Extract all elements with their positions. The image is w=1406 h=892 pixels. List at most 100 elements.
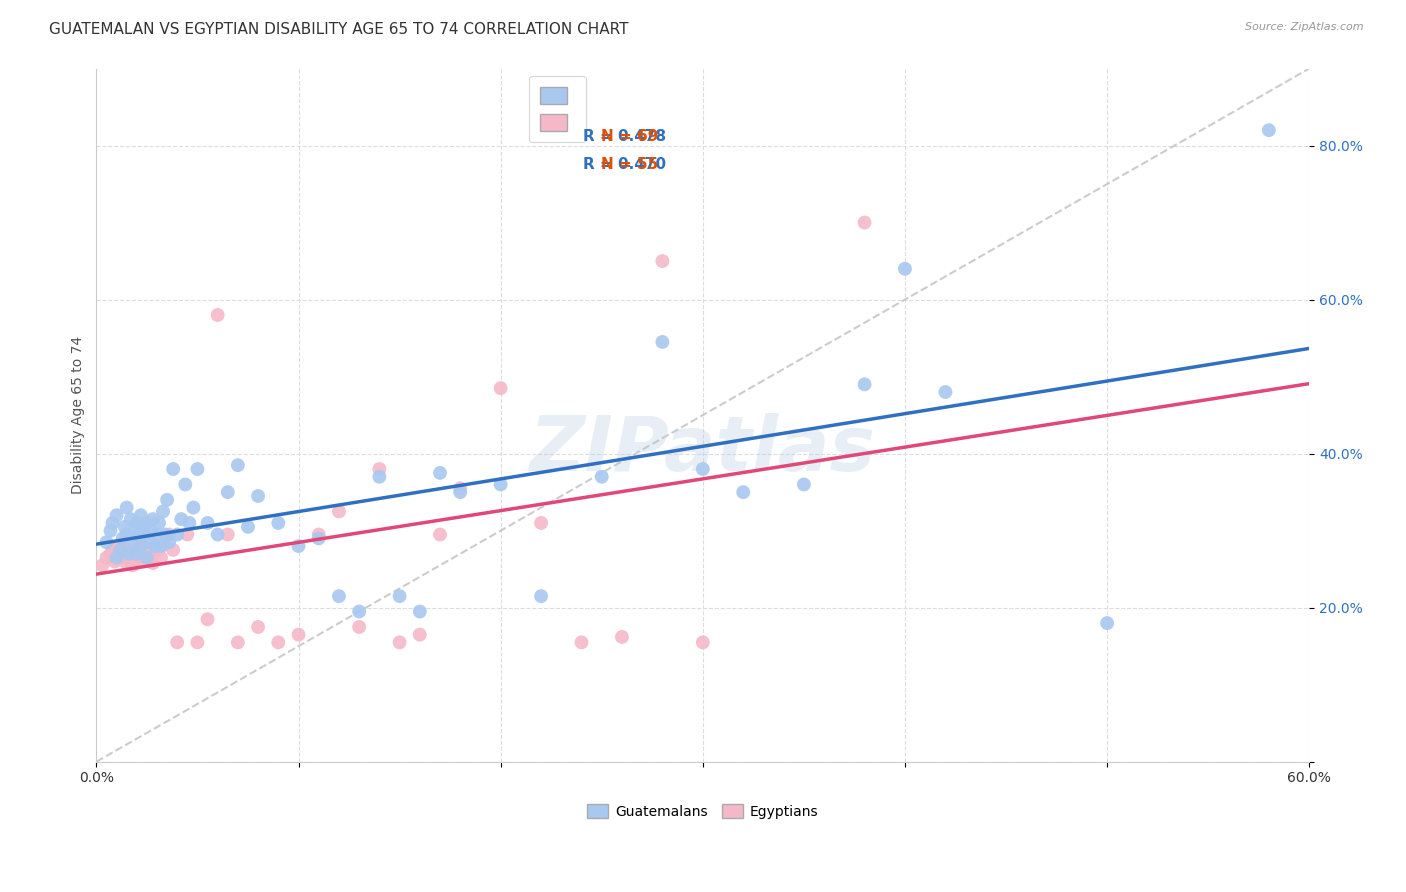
Point <box>934 384 956 399</box>
Y-axis label: Disability Age 65 to 74: Disability Age 65 to 74 <box>72 336 86 494</box>
Point <box>114 520 136 534</box>
Point <box>368 462 391 476</box>
Point <box>103 554 125 568</box>
Point <box>157 527 180 541</box>
Point <box>217 527 239 541</box>
Point <box>207 527 229 541</box>
Point <box>138 543 160 558</box>
Point <box>101 543 124 558</box>
Point <box>186 462 208 476</box>
Point <box>128 527 150 541</box>
Point <box>115 547 138 561</box>
Point <box>105 547 128 561</box>
Point <box>142 512 165 526</box>
Point <box>142 556 165 570</box>
Point <box>162 462 184 476</box>
Point <box>96 550 118 565</box>
Point <box>162 543 184 558</box>
Point <box>530 516 553 530</box>
Point <box>139 554 162 568</box>
Point <box>179 516 201 530</box>
Point <box>174 477 197 491</box>
Point <box>328 504 350 518</box>
Point <box>110 543 132 558</box>
Point <box>347 620 370 634</box>
Point <box>170 512 193 526</box>
Point <box>610 630 633 644</box>
Point <box>135 516 157 530</box>
Point <box>409 605 432 619</box>
Point <box>152 504 174 518</box>
Point <box>135 550 157 565</box>
Point <box>247 489 270 503</box>
Point <box>166 635 188 649</box>
Point <box>110 550 132 565</box>
Point <box>197 516 219 530</box>
Point <box>1257 123 1279 137</box>
Point <box>120 554 142 568</box>
Point <box>114 554 136 568</box>
Point <box>156 492 179 507</box>
Point <box>121 558 143 573</box>
Point <box>143 539 166 553</box>
Text: N = 69: N = 69 <box>602 129 658 144</box>
Point <box>118 547 141 561</box>
Point <box>105 550 128 565</box>
Point <box>138 535 160 549</box>
Point <box>121 535 143 549</box>
Point <box>449 481 471 495</box>
Point <box>409 627 432 641</box>
Point <box>101 516 124 530</box>
Point <box>692 462 714 476</box>
Point <box>226 635 249 649</box>
Point <box>115 500 138 515</box>
Point <box>134 527 156 541</box>
Point <box>308 532 330 546</box>
Point <box>100 524 122 538</box>
Text: N = 55: N = 55 <box>602 157 658 171</box>
Point <box>308 527 330 541</box>
Point <box>591 469 613 483</box>
Point <box>125 550 148 565</box>
Point <box>287 539 309 553</box>
Text: ZIPatlas: ZIPatlas <box>530 413 876 487</box>
Legend: Guatemalans, Egyptians: Guatemalans, Egyptians <box>582 798 824 824</box>
Point <box>186 635 208 649</box>
Point <box>449 485 471 500</box>
Point <box>236 520 259 534</box>
Point <box>388 589 411 603</box>
Point <box>115 527 138 541</box>
Point <box>489 381 512 395</box>
Point <box>217 485 239 500</box>
Point <box>267 635 290 649</box>
Point <box>153 537 176 551</box>
Point <box>134 541 156 555</box>
Point <box>429 527 451 541</box>
Point <box>651 254 673 268</box>
Point <box>96 535 118 549</box>
Point <box>132 520 155 534</box>
Point <box>388 635 411 649</box>
Point <box>166 527 188 541</box>
Text: R = 0.470: R = 0.470 <box>583 157 666 171</box>
Text: GUATEMALAN VS EGYPTIAN DISABILITY AGE 65 TO 74 CORRELATION CHART: GUATEMALAN VS EGYPTIAN DISABILITY AGE 65… <box>49 22 628 37</box>
Point <box>853 216 876 230</box>
Point <box>143 545 166 559</box>
Point <box>530 589 553 603</box>
Point <box>651 334 673 349</box>
Point <box>111 532 134 546</box>
Point <box>347 605 370 619</box>
Point <box>91 558 114 573</box>
Point <box>124 547 146 561</box>
Point <box>267 516 290 530</box>
Point <box>118 543 141 558</box>
Point <box>139 524 162 538</box>
Point <box>125 547 148 561</box>
Point <box>150 539 173 553</box>
Point <box>124 524 146 538</box>
Point <box>183 500 205 515</box>
Point <box>100 547 122 561</box>
Point <box>894 261 917 276</box>
Point <box>146 541 169 555</box>
Point <box>692 635 714 649</box>
